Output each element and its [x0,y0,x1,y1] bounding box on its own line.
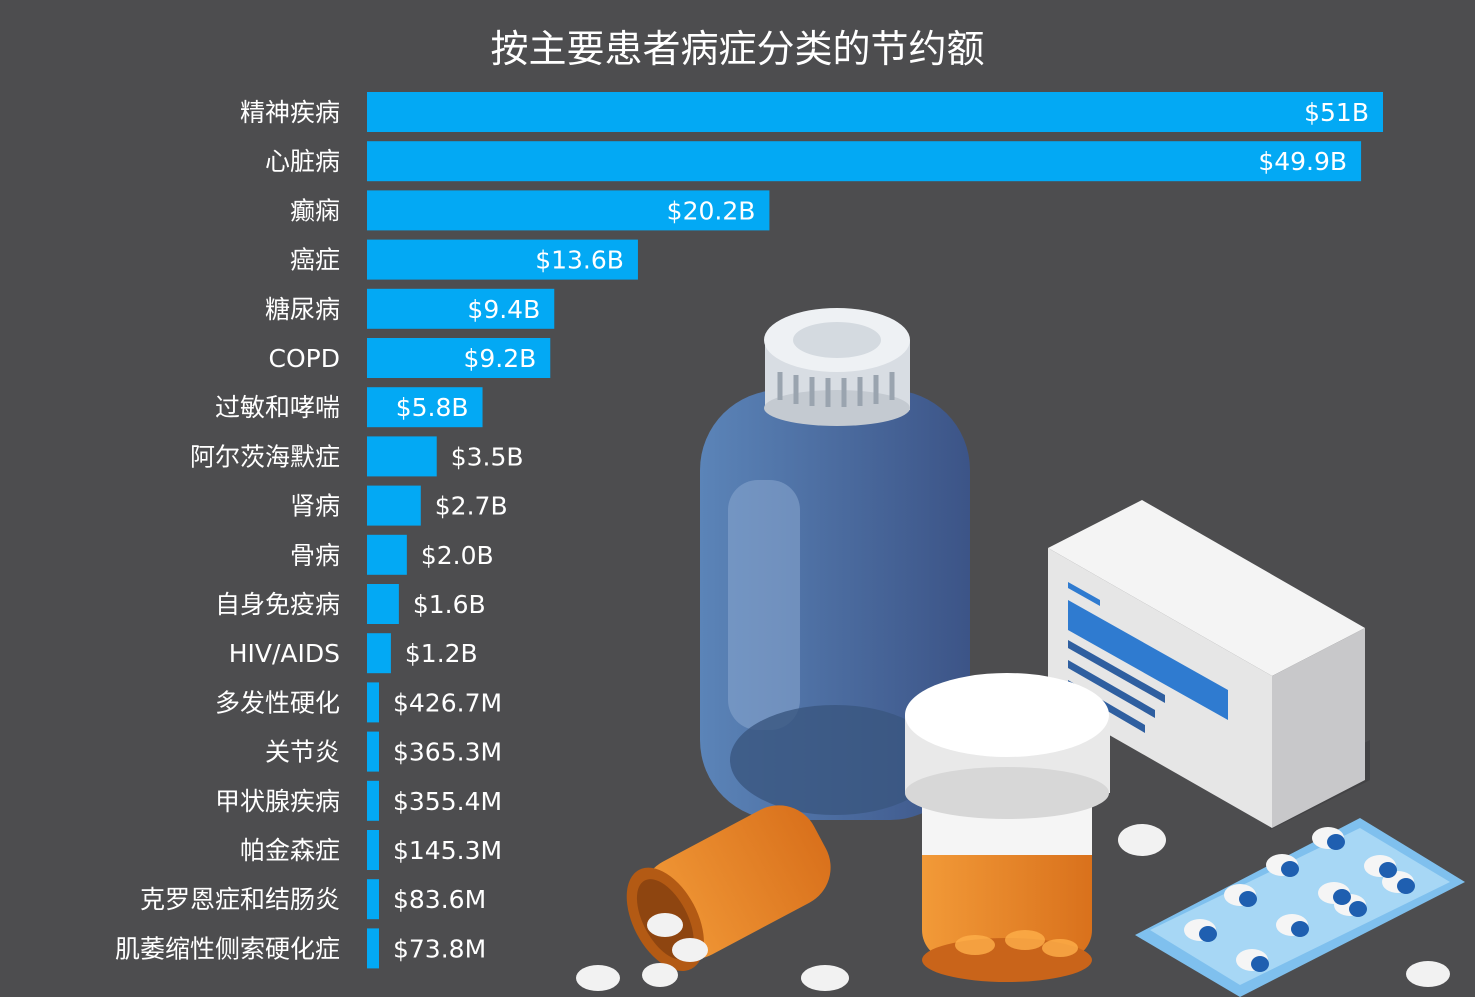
category-label: 精神疾病 [240,98,340,127]
value-label: $3.5B [451,442,524,471]
bar [367,92,1383,132]
bar [367,633,391,674]
value-label: $20.2B [667,196,756,225]
category-label: 糖尿病 [265,295,340,324]
bar [367,682,379,723]
medicine-box-icon [1048,500,1370,830]
bar [367,780,379,821]
category-label: 甲状腺疾病 [215,787,340,816]
category-label: 过敏和哮喘 [215,393,340,422]
category-label: 癫痫 [290,196,340,225]
category-label: 阿尔茨海默症 [190,442,340,471]
bar [367,190,770,231]
bar [367,830,379,870]
value-label: $5.8B [396,393,469,422]
value-label: $1.2B [405,639,478,668]
value-label: $365.3M [393,738,502,767]
chart-title: 按主要患者病症分类的节约额 [490,27,985,71]
value-label: $145.3M [393,836,502,865]
category-label: 骨病 [290,541,340,570]
bar [367,288,555,329]
value-label: $73.8M [393,934,486,963]
pill-bottle-icon [905,673,1110,982]
value-label: $9.2B [463,344,536,373]
category-label: HIV/AIDS [229,639,340,668]
category-label: 癌症 [290,246,340,275]
category-label: 帕金森症 [240,836,340,865]
blister-pack-icon [1135,818,1465,997]
bar [367,141,1362,182]
value-label: $9.4B [467,295,540,324]
value-label: $49.9B [1258,147,1347,176]
tipped-orange-bottle-icon [576,805,1450,991]
category-label: COPD [269,344,340,373]
value-label: $51B [1304,98,1369,127]
category-label: 肾病 [290,492,340,521]
value-label: $13.6B [535,246,624,275]
bar [367,584,399,624]
bar [367,928,379,969]
category-label: 克罗恩症和结肠炎 [140,885,340,914]
value-label: $1.6B [413,590,486,619]
category-label: 关节炎 [265,738,340,767]
category-label: 肌萎缩性侧索硬化症 [115,934,340,963]
value-label: $2.0B [421,541,494,570]
category-label: 多发性硬化 [215,688,340,717]
bar [367,534,407,575]
value-label: $426.7M [393,688,502,717]
bar [367,387,483,428]
category-label: 心脏病 [265,147,340,176]
bar [367,731,379,772]
value-label: $83.6M [393,885,486,914]
bar [367,239,638,280]
bar [367,436,437,477]
bar [367,485,421,526]
value-label: $2.7B [435,492,508,521]
bar [367,879,379,920]
category-label: 自身免疫病 [215,590,340,619]
bar [367,338,551,378]
blue-bottle-icon [700,308,970,820]
value-label: $355.4M [393,787,502,816]
